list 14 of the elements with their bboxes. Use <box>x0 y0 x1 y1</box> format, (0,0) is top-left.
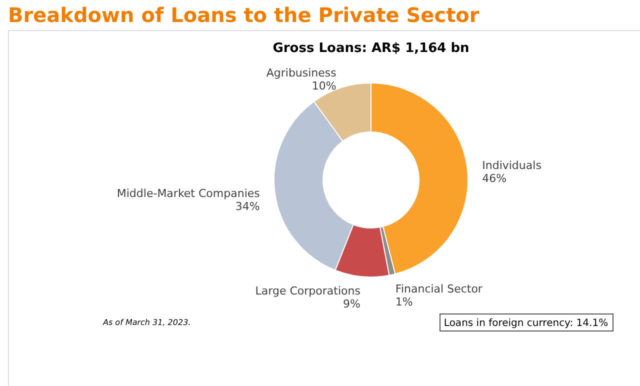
slice-label: Agribusiness <box>266 66 337 80</box>
slice-label: Individuals <box>482 158 542 172</box>
chart-title: Breakdown of Loans to the Private Sector <box>8 3 480 27</box>
data-label: 10% <box>312 79 336 92</box>
data-label: 34% <box>235 200 260 214</box>
text: Loans in foreign currency: 14.1% <box>444 318 608 329</box>
data-label: 46% <box>482 172 507 185</box>
slice-label: Large Corporations <box>255 284 361 298</box>
data-label: 9% <box>343 298 360 311</box>
slice-label: Financial Sector <box>395 282 483 296</box>
data-label: 1% <box>395 295 413 308</box>
chart-subtitle: Gross Loans: AR$ 1,164 bn <box>272 41 470 56</box>
slice-label: Middle-Market Companies <box>116 187 260 200</box>
text: As of March 31, 2023. <box>102 318 191 327</box>
